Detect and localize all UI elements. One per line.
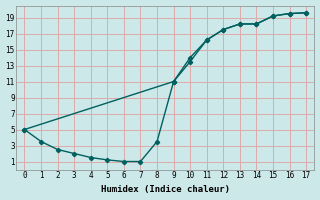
X-axis label: Humidex (Indice chaleur): Humidex (Indice chaleur) — [101, 185, 230, 194]
